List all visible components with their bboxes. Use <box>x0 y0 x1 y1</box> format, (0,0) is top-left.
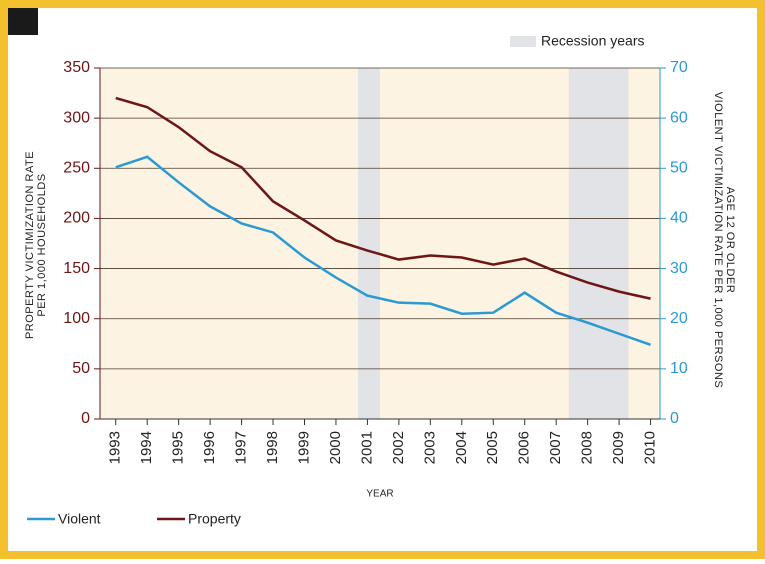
y2-tick-label: 70 <box>670 59 688 76</box>
y-tick-label: 50 <box>72 360 90 377</box>
y2-tick-label: 30 <box>670 260 688 277</box>
y-axis-title: PER 1,000 HOUSEHOLDS <box>36 173 48 316</box>
y2-tick-label: 40 <box>670 210 688 227</box>
x-axis-title: YEAR <box>366 489 393 500</box>
x-tick-label: 2002 <box>390 431 407 464</box>
x-tick-label: 1993 <box>107 431 124 464</box>
legend-swatch <box>510 36 536 47</box>
y2-axis-title: AGE 12 OR OLDER <box>724 187 736 294</box>
y-tick-label: 200 <box>63 210 90 227</box>
x-tick-label: 1996 <box>201 431 218 464</box>
legend-label: Property <box>188 511 241 527</box>
x-tick-label: 2000 <box>327 431 344 464</box>
y2-tick-label: 10 <box>670 360 688 377</box>
y-tick-label: 350 <box>63 59 90 76</box>
x-tick-label: 1997 <box>233 431 250 464</box>
y2-tick-label: 50 <box>670 160 688 177</box>
x-tick-label: 1994 <box>138 431 155 464</box>
y-axis-title: PROPERTY VICTIMIZATION RATE <box>24 151 36 339</box>
x-tick-label: 1999 <box>295 431 312 464</box>
corner-mark <box>8 8 38 35</box>
y-tick-label: 100 <box>63 310 90 327</box>
series-line <box>115 96 651 300</box>
x-tick-label: 2006 <box>516 431 533 464</box>
legend-label: Violent <box>58 511 101 527</box>
x-tick-label: 2005 <box>484 431 501 464</box>
y2-axis-title: VIOLENT VICTIMIZATION RATE PER 1,000 PER… <box>712 92 724 388</box>
x-tick-label: 1995 <box>170 431 187 464</box>
y-tick-label: 0 <box>81 410 90 427</box>
y-tick-label: 300 <box>63 109 90 126</box>
y-tick-label: 250 <box>63 160 90 177</box>
y2-tick-label: 60 <box>670 109 688 126</box>
series-line <box>115 155 651 346</box>
recession-band <box>357 68 380 419</box>
x-tick-label: 2001 <box>358 431 375 464</box>
y-tick-label: 150 <box>63 260 90 277</box>
recession-band <box>568 68 629 419</box>
x-tick-label: 2003 <box>421 431 438 464</box>
x-tick-label: 2007 <box>547 431 564 464</box>
x-tick-label: 2009 <box>610 431 627 464</box>
x-tick-label: 2004 <box>453 431 470 464</box>
x-tick-label: 1998 <box>264 431 281 464</box>
y2-tick-label: 20 <box>670 310 688 327</box>
x-tick-label: 2008 <box>579 431 596 464</box>
x-tick-label: 2010 <box>642 431 659 464</box>
y2-tick-label: 0 <box>670 410 679 427</box>
legend-label: Recession years <box>541 33 645 49</box>
